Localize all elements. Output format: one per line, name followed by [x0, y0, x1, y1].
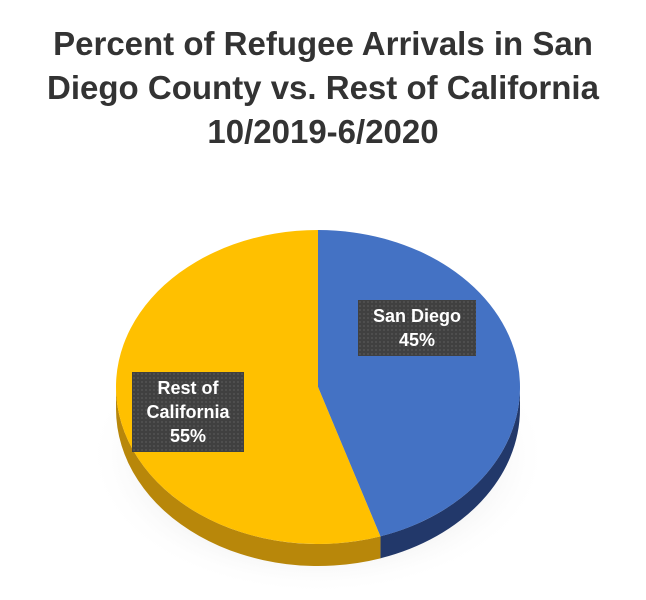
data-label-san-diego-value: 45% [398, 330, 436, 350]
pie-slice-rest-of-california [115, 230, 381, 544]
pie-slice-side-rest-of-california [116, 387, 381, 566]
data-label-rest-name-line-2: California [146, 402, 230, 422]
chart-title-line-3: 10/2019-6/2020 [207, 113, 439, 150]
chart-title-line-2: Diego County vs. Rest of California [47, 69, 599, 106]
data-label-rest-name-line-1: Rest of [157, 378, 219, 398]
chart-title: Percent of Refugee Arrivals in San Diego… [0, 22, 646, 154]
data-label-rest-value: 55% [169, 426, 207, 446]
data-label-san-diego-name: San Diego [372, 306, 461, 326]
data-label-san-diego: San Diego 45% [358, 300, 476, 356]
chart-title-line-1: Percent of Refugee Arrivals in San [53, 25, 593, 62]
data-label-rest-of-california: Rest of California 55% [132, 372, 244, 452]
pie-slice-side-san-diego [380, 387, 520, 559]
